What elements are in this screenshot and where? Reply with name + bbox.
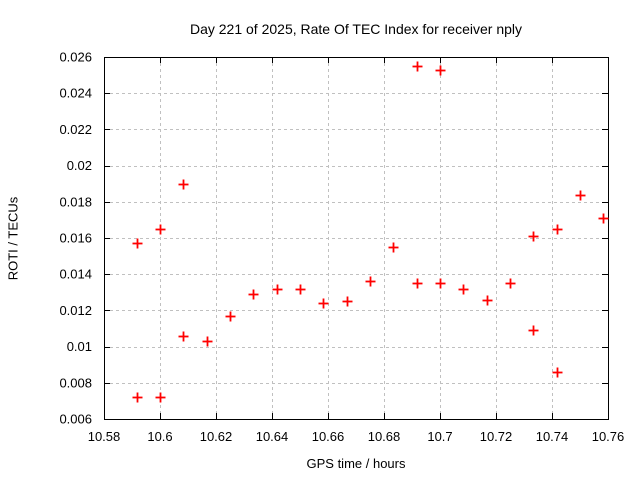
y-tick-label: 0.008 — [59, 375, 92, 390]
x-tick-label: 10.58 — [88, 429, 121, 444]
y-tick-label: 0.022 — [59, 122, 92, 137]
y-axis-label: ROTI / TECUs — [5, 196, 21, 281]
x-tick-label: 10.72 — [480, 429, 513, 444]
y-tick-label: 0.01 — [67, 339, 92, 354]
x-tick-label: 10.62 — [200, 429, 233, 444]
x-tick-label: 10.76 — [592, 429, 625, 444]
x-tick-label: 10.64 — [256, 429, 289, 444]
y-tick-label: 0.012 — [59, 303, 92, 318]
y-tick-label: 0.006 — [59, 412, 92, 427]
x-tick-label: 10.74 — [536, 429, 569, 444]
x-tick-label: 10.7 — [427, 429, 452, 444]
y-tick-label: 0.02 — [67, 158, 92, 173]
x-axis-label: GPS time / hours — [306, 456, 406, 471]
x-tick-label: 10.66 — [312, 429, 345, 444]
chart-title: Day 221 of 2025, Rate Of TEC Index for r… — [189, 21, 523, 37]
y-tick-label: 0.014 — [59, 267, 92, 282]
x-tick-label: 10.68 — [368, 429, 401, 444]
y-tick-label: 0.026 — [59, 50, 92, 65]
y-tick-label: 0.018 — [59, 194, 92, 209]
y-tick-label: 0.024 — [59, 86, 92, 101]
y-tick-label: 0.016 — [59, 231, 92, 246]
x-tick-label: 10.6 — [147, 429, 172, 444]
